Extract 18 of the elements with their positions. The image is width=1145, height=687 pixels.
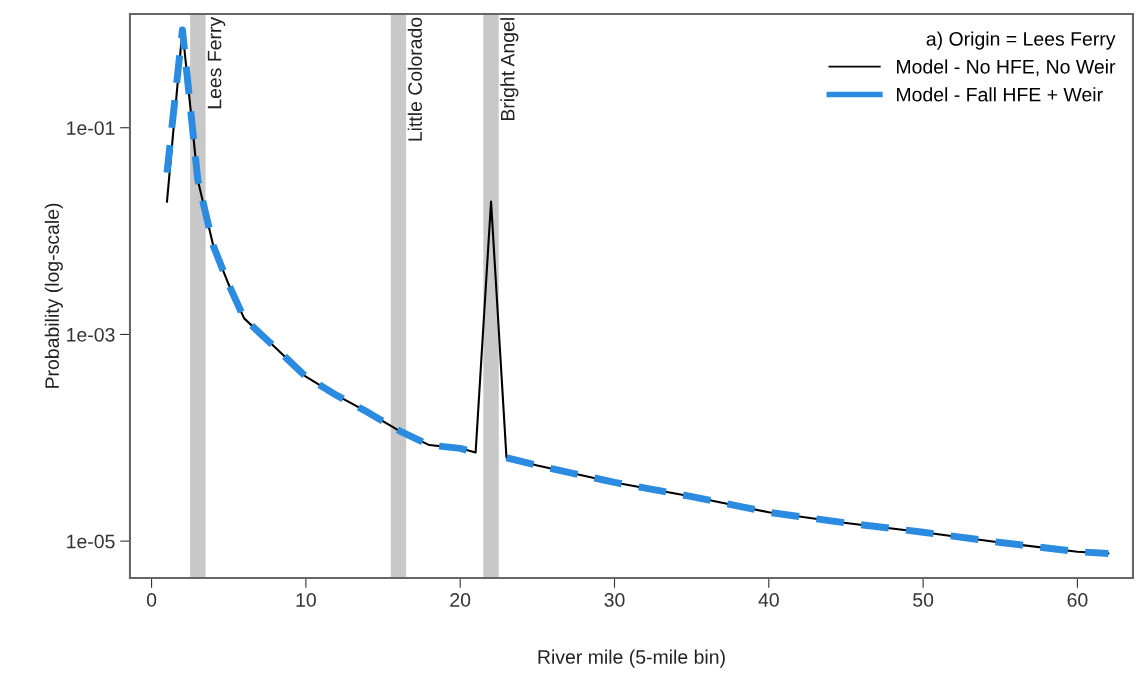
band-label: Bright Angel bbox=[500, 18, 519, 121]
x-tick-label: 50 bbox=[913, 593, 934, 607]
x-axis-title: River mile (5-mile bin) bbox=[538, 649, 725, 668]
y-axis-title: Probability (log-scale) bbox=[44, 203, 63, 388]
x-tick-label: 30 bbox=[604, 593, 625, 607]
legend-title: a) Origin = Lees Ferry bbox=[926, 31, 1116, 50]
band-label: Lees Ferry bbox=[207, 16, 226, 109]
x-tick-label: 20 bbox=[450, 593, 471, 607]
x-tick-label: 0 bbox=[146, 593, 157, 607]
legend-label: Model - No HFE, No Weir bbox=[897, 59, 1116, 76]
x-tick-label: 10 bbox=[296, 593, 316, 607]
x-tick-label: 40 bbox=[758, 593, 779, 607]
legend-label: Model - Fall HFE + Weir bbox=[897, 87, 1103, 102]
y-tick-label: 1e-01 bbox=[67, 121, 115, 135]
y-tick-label: 1e-03 bbox=[67, 327, 115, 342]
y-tick-label: 1e-05 bbox=[67, 534, 115, 549]
band-label: Little Colorado bbox=[407, 17, 422, 141]
x-tick-label: 60 bbox=[1067, 593, 1088, 607]
